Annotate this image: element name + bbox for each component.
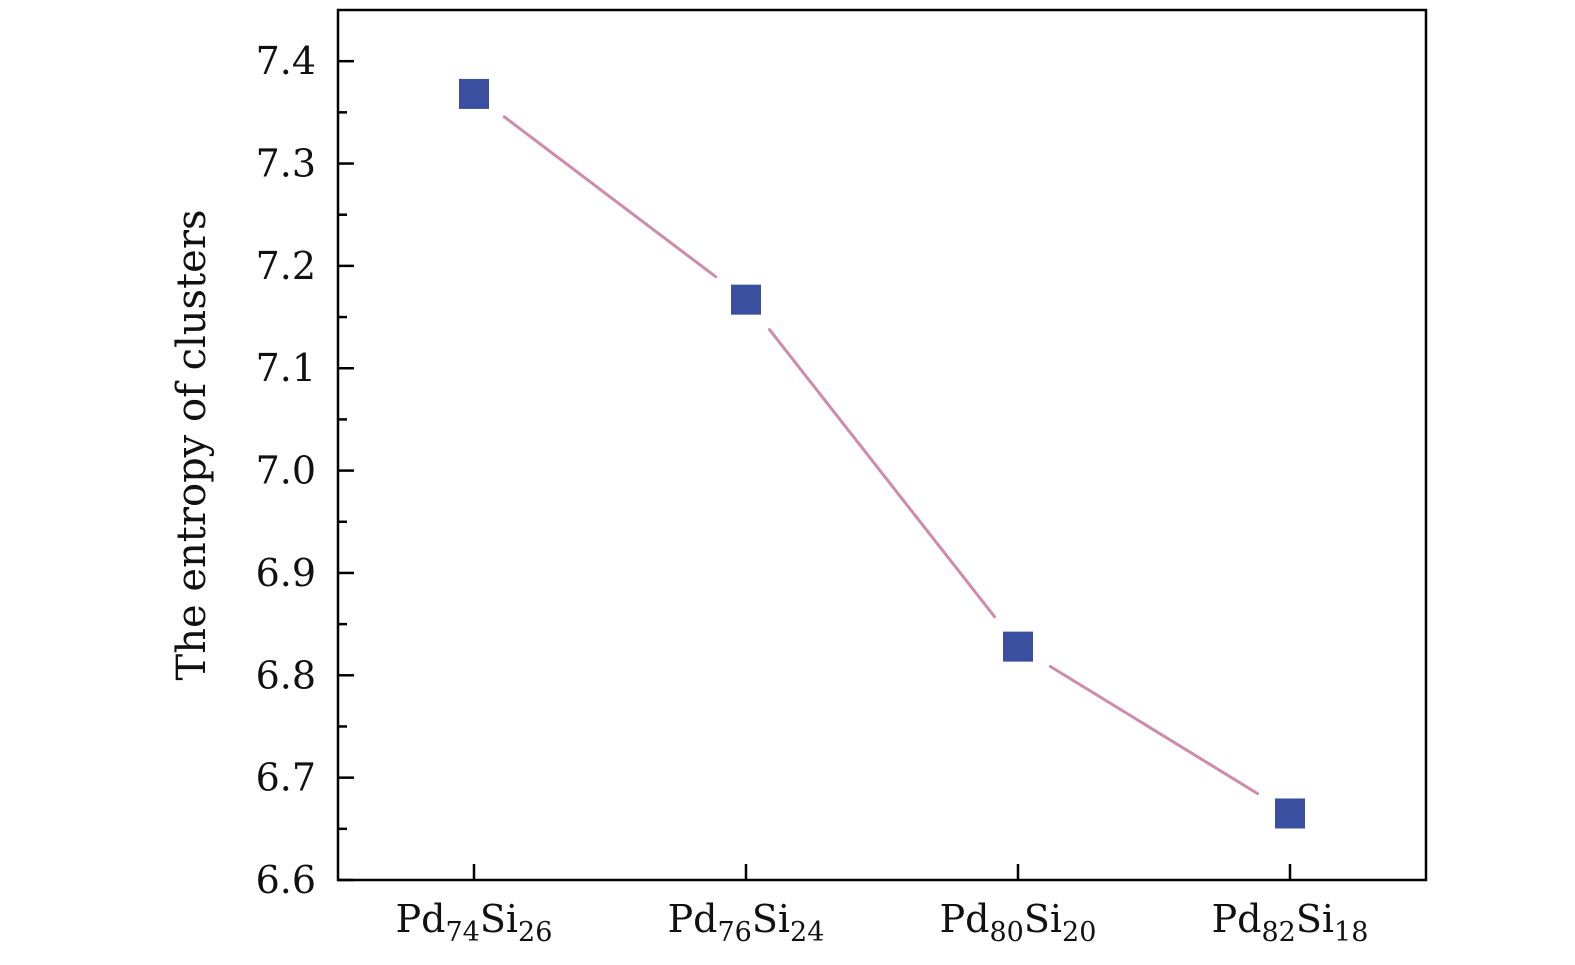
data-series [459,78,1305,829]
y-axis-ticks: 6.6 6.7 6.8 6.9 7.0 7.1 7.2 7.3 7.4 [256,39,354,902]
y-tick-label: 6.8 [256,653,316,697]
x-tick-label: Pd76Si24 [668,897,825,948]
series-line-segment [502,115,718,279]
y-tick-label: 6.9 [256,551,316,595]
y-tick-label: 6.7 [256,756,316,800]
data-point-marker [731,284,761,315]
y-tick-label: 7.4 [256,39,316,83]
x-tick-label: Pd80Si20 [940,897,1097,948]
y-axis-label: The entropy of clusters [169,210,215,681]
y-tick-label: 7.1 [256,346,316,390]
y-tick-label: 7.2 [256,244,316,288]
series-line-segment [1048,665,1260,796]
plot-frame [336,8,1428,882]
x-tick-label: Pd82Si18 [1212,897,1369,948]
data-point-marker [1275,798,1305,829]
y-tick-label: 7.3 [256,142,316,186]
y-tick-label: 6.6 [256,858,316,902]
series-line-segment [767,328,997,619]
x-tick-label: Pd74Si26 [396,897,553,948]
data-point-marker [1003,631,1033,662]
data-point-marker [459,78,489,109]
y-tick-label: 7.0 [256,449,316,493]
x-axis-ticks: Pd74Si26 Pd76Si24 Pd80Si20 Pd82Si18 [396,864,1369,948]
